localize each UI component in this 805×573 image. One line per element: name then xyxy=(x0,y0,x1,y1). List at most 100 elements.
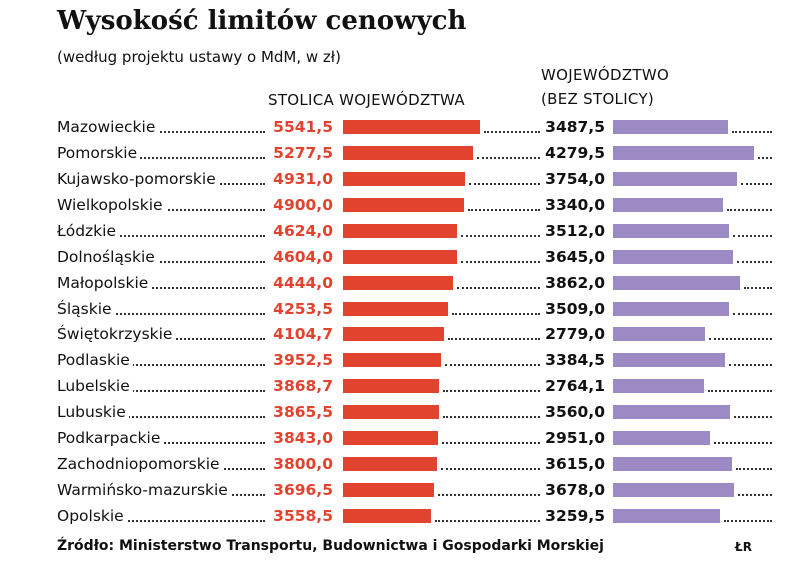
leader-dots xyxy=(737,260,772,263)
value-label: 3558,5 xyxy=(273,506,333,525)
leader-dots xyxy=(57,234,265,237)
value-label: 3487,5 xyxy=(545,118,605,136)
bar xyxy=(613,405,731,420)
category-label: Małopolskie xyxy=(57,272,152,293)
leader-dots xyxy=(731,131,772,133)
value-label: 3509,0 xyxy=(545,299,605,318)
bar xyxy=(343,431,438,446)
value-label: 4604,0 xyxy=(273,247,333,266)
leader-dots xyxy=(442,416,540,419)
bar xyxy=(343,223,458,238)
leader-dots xyxy=(57,390,265,393)
leader-dots xyxy=(468,208,540,211)
category-label: Śląskie xyxy=(57,298,115,319)
category-label: Pomorskie xyxy=(57,142,141,163)
bar xyxy=(613,120,728,134)
leader-dots xyxy=(461,234,540,237)
leader-dots xyxy=(57,260,265,263)
bar xyxy=(343,120,480,134)
value-label: 4900,0 xyxy=(273,195,333,214)
value-label: 3696,5 xyxy=(273,481,333,500)
leader-dots xyxy=(714,442,772,445)
leader-dots xyxy=(484,131,540,133)
bar xyxy=(613,508,721,523)
series-header: WOJEWÓDZTWO (BEZ STOLICY) xyxy=(541,66,670,108)
value-label: 4104,7 xyxy=(273,325,333,344)
leader-dots xyxy=(57,519,265,522)
author-credit: ŁR xyxy=(735,540,752,554)
category-label: Warmińsko-mazurskie xyxy=(57,480,231,501)
category-label: Lubuskie xyxy=(57,402,129,423)
value-label: 3340,0 xyxy=(545,195,605,214)
value-label: 4279,5 xyxy=(545,143,605,162)
category-label: Kujawsko-pomorskie xyxy=(57,168,219,189)
category-label: Mazowieckie xyxy=(57,117,159,137)
value-label: 4253,5 xyxy=(273,299,333,318)
leader-dots xyxy=(448,338,540,341)
value-label: 3678,0 xyxy=(545,481,605,500)
value-label: 3868,7 xyxy=(273,377,333,396)
value-label: 3754,0 xyxy=(545,169,605,188)
bar xyxy=(343,379,439,394)
bar xyxy=(343,353,441,368)
bar xyxy=(343,275,453,290)
category-label: Wielkopolskie xyxy=(57,194,166,215)
leader-dots xyxy=(758,156,772,159)
value-label: 2779,0 xyxy=(545,325,605,344)
value-label: 3384,5 xyxy=(545,351,605,370)
leader-dots xyxy=(442,442,540,445)
leader-dots xyxy=(734,416,772,419)
category-label: Dolnośląskie xyxy=(57,246,158,267)
leader-dots xyxy=(438,494,540,497)
bar xyxy=(343,301,449,316)
leader-dots xyxy=(708,390,772,393)
leader-dots xyxy=(444,364,540,367)
value-label: 3862,0 xyxy=(545,273,605,292)
leader-dots xyxy=(57,364,265,367)
leader-dots xyxy=(440,468,540,471)
leader-dots xyxy=(744,286,772,289)
category-label: Zachodniopomorskie xyxy=(57,454,223,475)
value-label: 3560,0 xyxy=(545,403,605,422)
value-label: 4624,0 xyxy=(273,221,333,240)
value-label: 3645,0 xyxy=(545,247,605,266)
leader-dots xyxy=(434,519,540,522)
bar xyxy=(613,223,729,238)
value-label: 2764,1 xyxy=(545,377,605,396)
bar xyxy=(613,171,737,186)
bar xyxy=(343,483,435,498)
leader-dots xyxy=(456,286,540,289)
bar xyxy=(613,249,734,264)
category-label: Opolskie xyxy=(57,505,127,526)
category-label: Podkarpackie xyxy=(57,428,164,449)
value-label: 3952,5 xyxy=(273,351,333,370)
leader-dots xyxy=(460,260,540,263)
leader-dots xyxy=(708,338,772,341)
value-label: 5277,5 xyxy=(273,143,333,162)
bar xyxy=(613,431,711,446)
bar xyxy=(613,483,735,498)
series-header: STOLICA WOJEWÓDZTWA xyxy=(268,91,465,109)
category-label: Łódzkie xyxy=(57,220,119,241)
bar xyxy=(343,405,439,420)
leader-dots xyxy=(738,494,772,497)
bar xyxy=(613,457,733,472)
category-label: Podlaskie xyxy=(57,350,133,371)
value-label: 4931,0 xyxy=(273,169,333,188)
bar xyxy=(343,249,457,264)
leader-dots xyxy=(477,156,540,159)
leader-dots xyxy=(732,312,772,315)
leader-dots xyxy=(442,390,540,393)
value-label: 2951,0 xyxy=(545,429,605,448)
value-label: 3615,0 xyxy=(545,455,605,474)
category-label: Lubelskie xyxy=(57,376,133,397)
value-label: 5541,5 xyxy=(273,118,333,136)
bar xyxy=(613,275,741,290)
leader-dots xyxy=(57,131,265,133)
bar xyxy=(613,301,729,316)
bar xyxy=(343,197,465,212)
bar xyxy=(343,327,445,342)
source-note: Źródło: Ministerstwo Transportu, Budowni… xyxy=(57,538,604,554)
value-label: 4444,0 xyxy=(273,273,333,292)
